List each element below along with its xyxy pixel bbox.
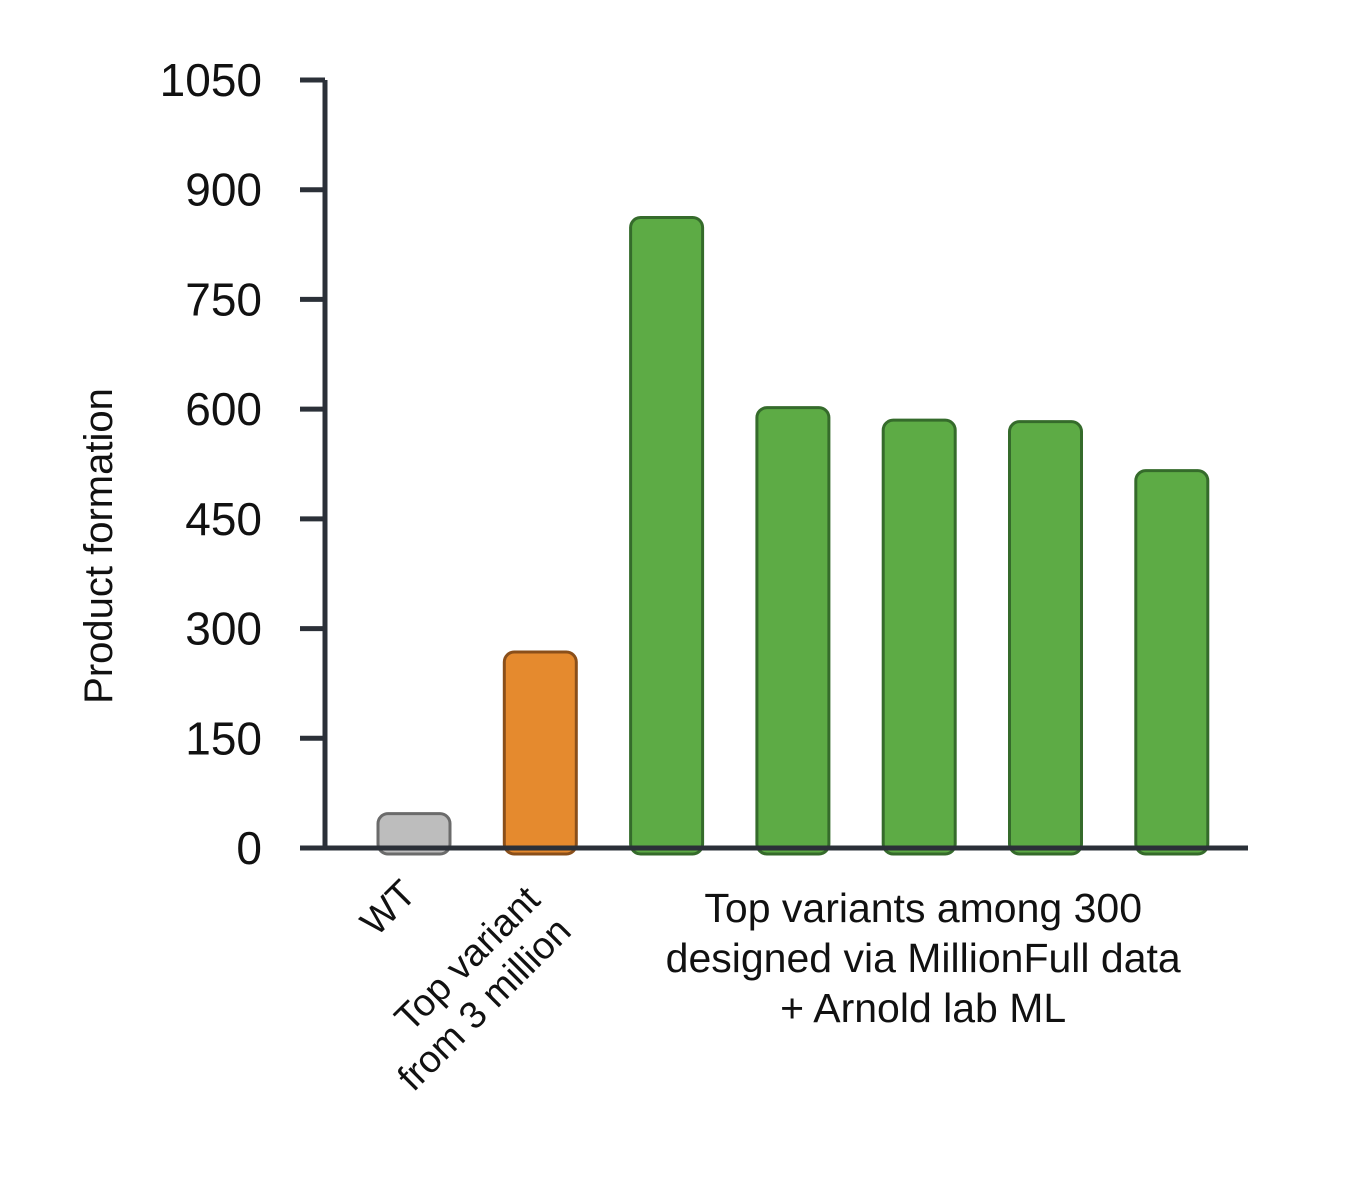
y-tick-label: 150 xyxy=(185,712,262,764)
group-label-line: designed via MillionFull data xyxy=(666,935,1181,981)
y-axis-ticks: 0 150 300 450 600 750 900 1050 xyxy=(160,54,325,874)
y-tick-label: 900 xyxy=(185,164,262,216)
bar-4 xyxy=(755,406,831,856)
y-tick-label: 450 xyxy=(185,493,262,545)
axes xyxy=(300,80,1248,851)
y-tick-label: 750 xyxy=(185,273,262,325)
y-tick-label: 600 xyxy=(185,383,262,435)
group-label-line: + Arnold lab ML xyxy=(780,985,1066,1031)
x-category-label-line: WT xyxy=(353,873,424,944)
x-category-label: WT xyxy=(353,873,424,944)
bar-2 xyxy=(502,650,578,856)
y-tick-label: 0 xyxy=(236,822,262,874)
y-tick-label: 300 xyxy=(185,603,262,655)
bar-5 xyxy=(881,418,957,856)
y-axis-label: Product formation xyxy=(77,388,121,704)
group-label-line: Top variants among 300 xyxy=(704,885,1142,931)
bar-3 xyxy=(629,216,705,856)
y-tick-label: 1050 xyxy=(160,54,262,106)
bar-7 xyxy=(1134,469,1210,856)
bar-1 xyxy=(376,812,452,856)
bars xyxy=(376,216,1210,856)
bar-6 xyxy=(1008,420,1083,856)
